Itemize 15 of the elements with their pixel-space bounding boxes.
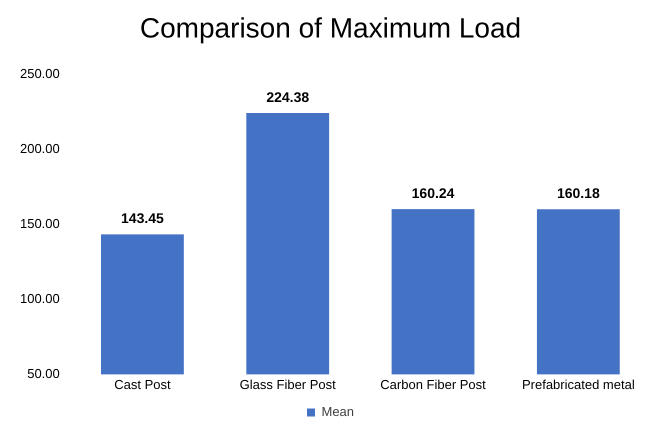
y-tick-label: 150.00 bbox=[20, 216, 60, 232]
data-label: 160.24 bbox=[412, 185, 455, 202]
legend-label: Mean bbox=[321, 404, 354, 420]
x-tick-label: Glass Fiber Post bbox=[240, 376, 336, 392]
y-tick-label: 50.00 bbox=[27, 366, 60, 381]
x-tick-label: Prefabricated metal bbox=[522, 376, 635, 392]
x-tick-label: Carbon Fiber Post bbox=[380, 376, 486, 392]
y-tick-label: 100.00 bbox=[20, 291, 60, 306]
data-label: 224.38 bbox=[266, 88, 310, 105]
data-label: 160.18 bbox=[556, 185, 600, 202]
y-tick-label: 250.00 bbox=[20, 66, 60, 82]
chart-title: Comparison of Maximum Load bbox=[140, 12, 522, 44]
x-tick-label: Cast Post bbox=[114, 376, 171, 392]
data-label: 143.45 bbox=[121, 210, 164, 226]
y-tick-label: 200.00 bbox=[20, 141, 60, 156]
